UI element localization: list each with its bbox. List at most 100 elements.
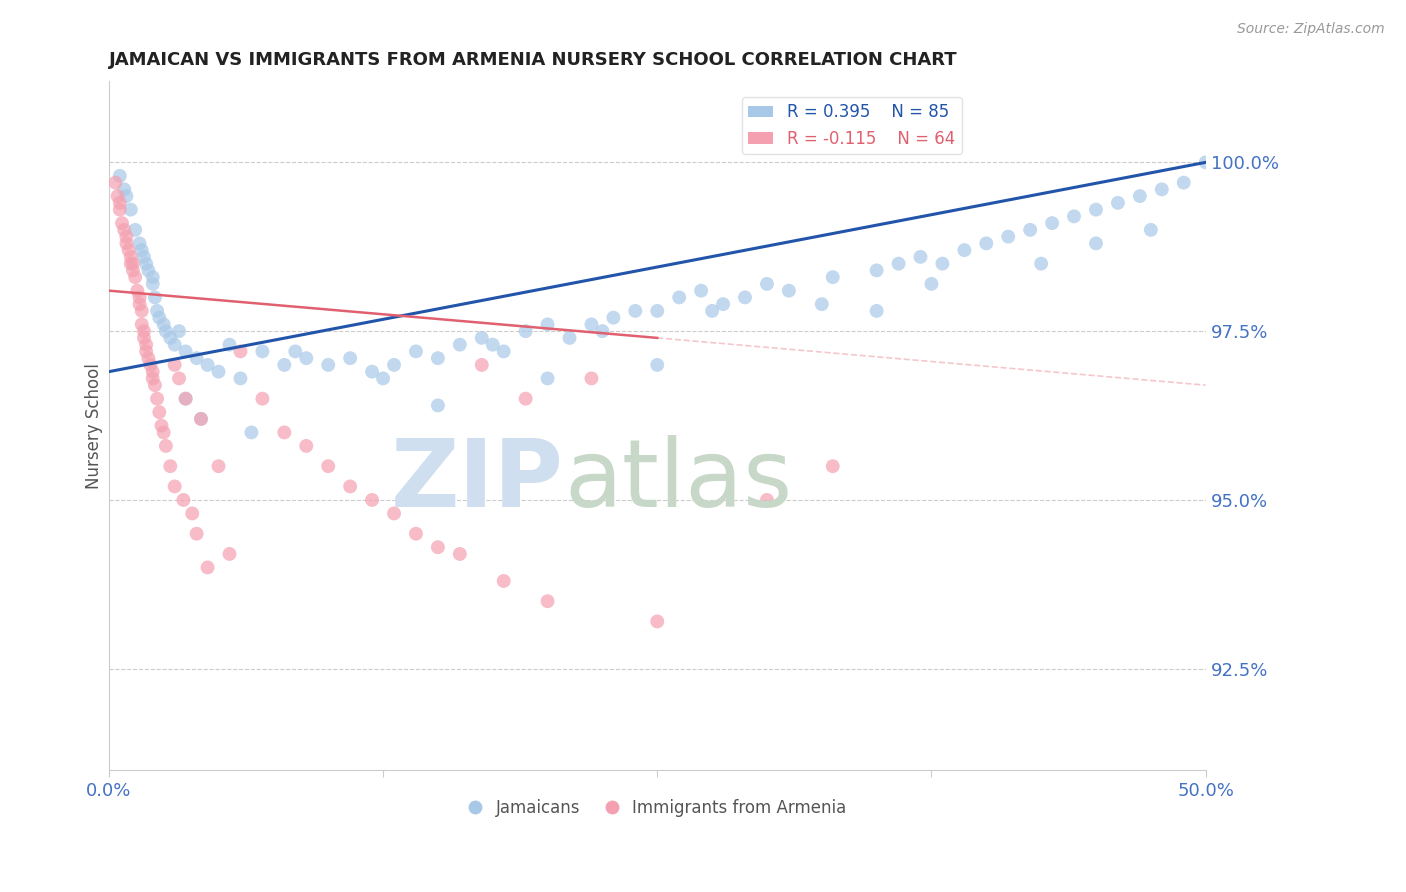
Point bbox=[810, 297, 832, 311]
Point bbox=[536, 371, 558, 385]
Point bbox=[174, 392, 197, 406]
Point bbox=[273, 358, 295, 372]
Point bbox=[117, 243, 139, 257]
Point bbox=[339, 351, 361, 366]
Point bbox=[146, 304, 169, 318]
Point bbox=[135, 337, 157, 351]
Point bbox=[152, 425, 174, 440]
Point bbox=[159, 331, 181, 345]
Point bbox=[515, 392, 537, 406]
Point bbox=[273, 425, 295, 440]
Point bbox=[115, 189, 138, 203]
Point bbox=[931, 257, 953, 271]
Point bbox=[132, 250, 155, 264]
Point bbox=[591, 324, 613, 338]
Point bbox=[135, 257, 157, 271]
Point bbox=[645, 615, 668, 629]
Point bbox=[371, 371, 394, 385]
Point bbox=[690, 284, 713, 298]
Point bbox=[143, 378, 166, 392]
Point bbox=[755, 492, 778, 507]
Point bbox=[229, 344, 252, 359]
Point bbox=[426, 540, 449, 554]
Point bbox=[426, 399, 449, 413]
Point bbox=[148, 310, 170, 325]
Point bbox=[115, 236, 138, 251]
Point bbox=[1173, 176, 1195, 190]
Point bbox=[1150, 182, 1173, 196]
Point bbox=[138, 263, 160, 277]
Point bbox=[155, 439, 177, 453]
Point bbox=[361, 365, 384, 379]
Point bbox=[128, 290, 150, 304]
Point bbox=[181, 507, 204, 521]
Point bbox=[449, 337, 471, 351]
Point bbox=[131, 304, 153, 318]
Point bbox=[167, 324, 190, 338]
Point bbox=[1029, 257, 1052, 271]
Y-axis label: Nursery School: Nursery School bbox=[86, 363, 103, 489]
Point bbox=[821, 270, 844, 285]
Point bbox=[131, 243, 153, 257]
Point bbox=[382, 358, 405, 372]
Point bbox=[108, 202, 131, 217]
Point bbox=[128, 236, 150, 251]
Point bbox=[163, 479, 186, 493]
Point bbox=[142, 371, 165, 385]
Point bbox=[163, 358, 186, 372]
Point bbox=[1195, 155, 1218, 169]
Point bbox=[668, 290, 690, 304]
Point bbox=[167, 371, 190, 385]
Point bbox=[135, 344, 157, 359]
Point bbox=[449, 547, 471, 561]
Point bbox=[1140, 223, 1163, 237]
Point bbox=[920, 277, 942, 291]
Point bbox=[645, 358, 668, 372]
Point bbox=[492, 574, 515, 588]
Point bbox=[132, 324, 155, 338]
Point bbox=[163, 337, 186, 351]
Point bbox=[190, 412, 212, 426]
Point bbox=[515, 324, 537, 338]
Point bbox=[471, 358, 494, 372]
Point bbox=[155, 324, 177, 338]
Point bbox=[159, 459, 181, 474]
Point bbox=[295, 439, 318, 453]
Point bbox=[382, 507, 405, 521]
Point bbox=[734, 290, 756, 304]
Point bbox=[146, 392, 169, 406]
Point bbox=[143, 290, 166, 304]
Point bbox=[108, 169, 131, 183]
Point bbox=[122, 257, 145, 271]
Point bbox=[122, 263, 145, 277]
Text: ZIP: ZIP bbox=[391, 434, 564, 527]
Point bbox=[581, 371, 603, 385]
Point bbox=[197, 560, 219, 574]
Point bbox=[624, 304, 647, 318]
Point bbox=[536, 318, 558, 332]
Point bbox=[131, 318, 153, 332]
Point bbox=[711, 297, 734, 311]
Point bbox=[492, 344, 515, 359]
Point bbox=[974, 236, 997, 251]
Point bbox=[112, 223, 135, 237]
Point bbox=[602, 310, 624, 325]
Point bbox=[120, 202, 142, 217]
Text: atlas: atlas bbox=[564, 434, 792, 527]
Point bbox=[172, 492, 194, 507]
Point bbox=[152, 318, 174, 332]
Point bbox=[887, 257, 910, 271]
Point bbox=[471, 331, 494, 345]
Point bbox=[132, 331, 155, 345]
Point bbox=[252, 392, 274, 406]
Point bbox=[142, 365, 165, 379]
Point bbox=[1063, 210, 1085, 224]
Point bbox=[115, 229, 138, 244]
Point bbox=[997, 229, 1019, 244]
Point bbox=[240, 425, 263, 440]
Legend: Jamaicans, Immigrants from Armenia: Jamaicans, Immigrants from Armenia bbox=[463, 792, 852, 823]
Point bbox=[218, 547, 240, 561]
Point bbox=[120, 257, 142, 271]
Point bbox=[865, 304, 887, 318]
Point bbox=[645, 304, 668, 318]
